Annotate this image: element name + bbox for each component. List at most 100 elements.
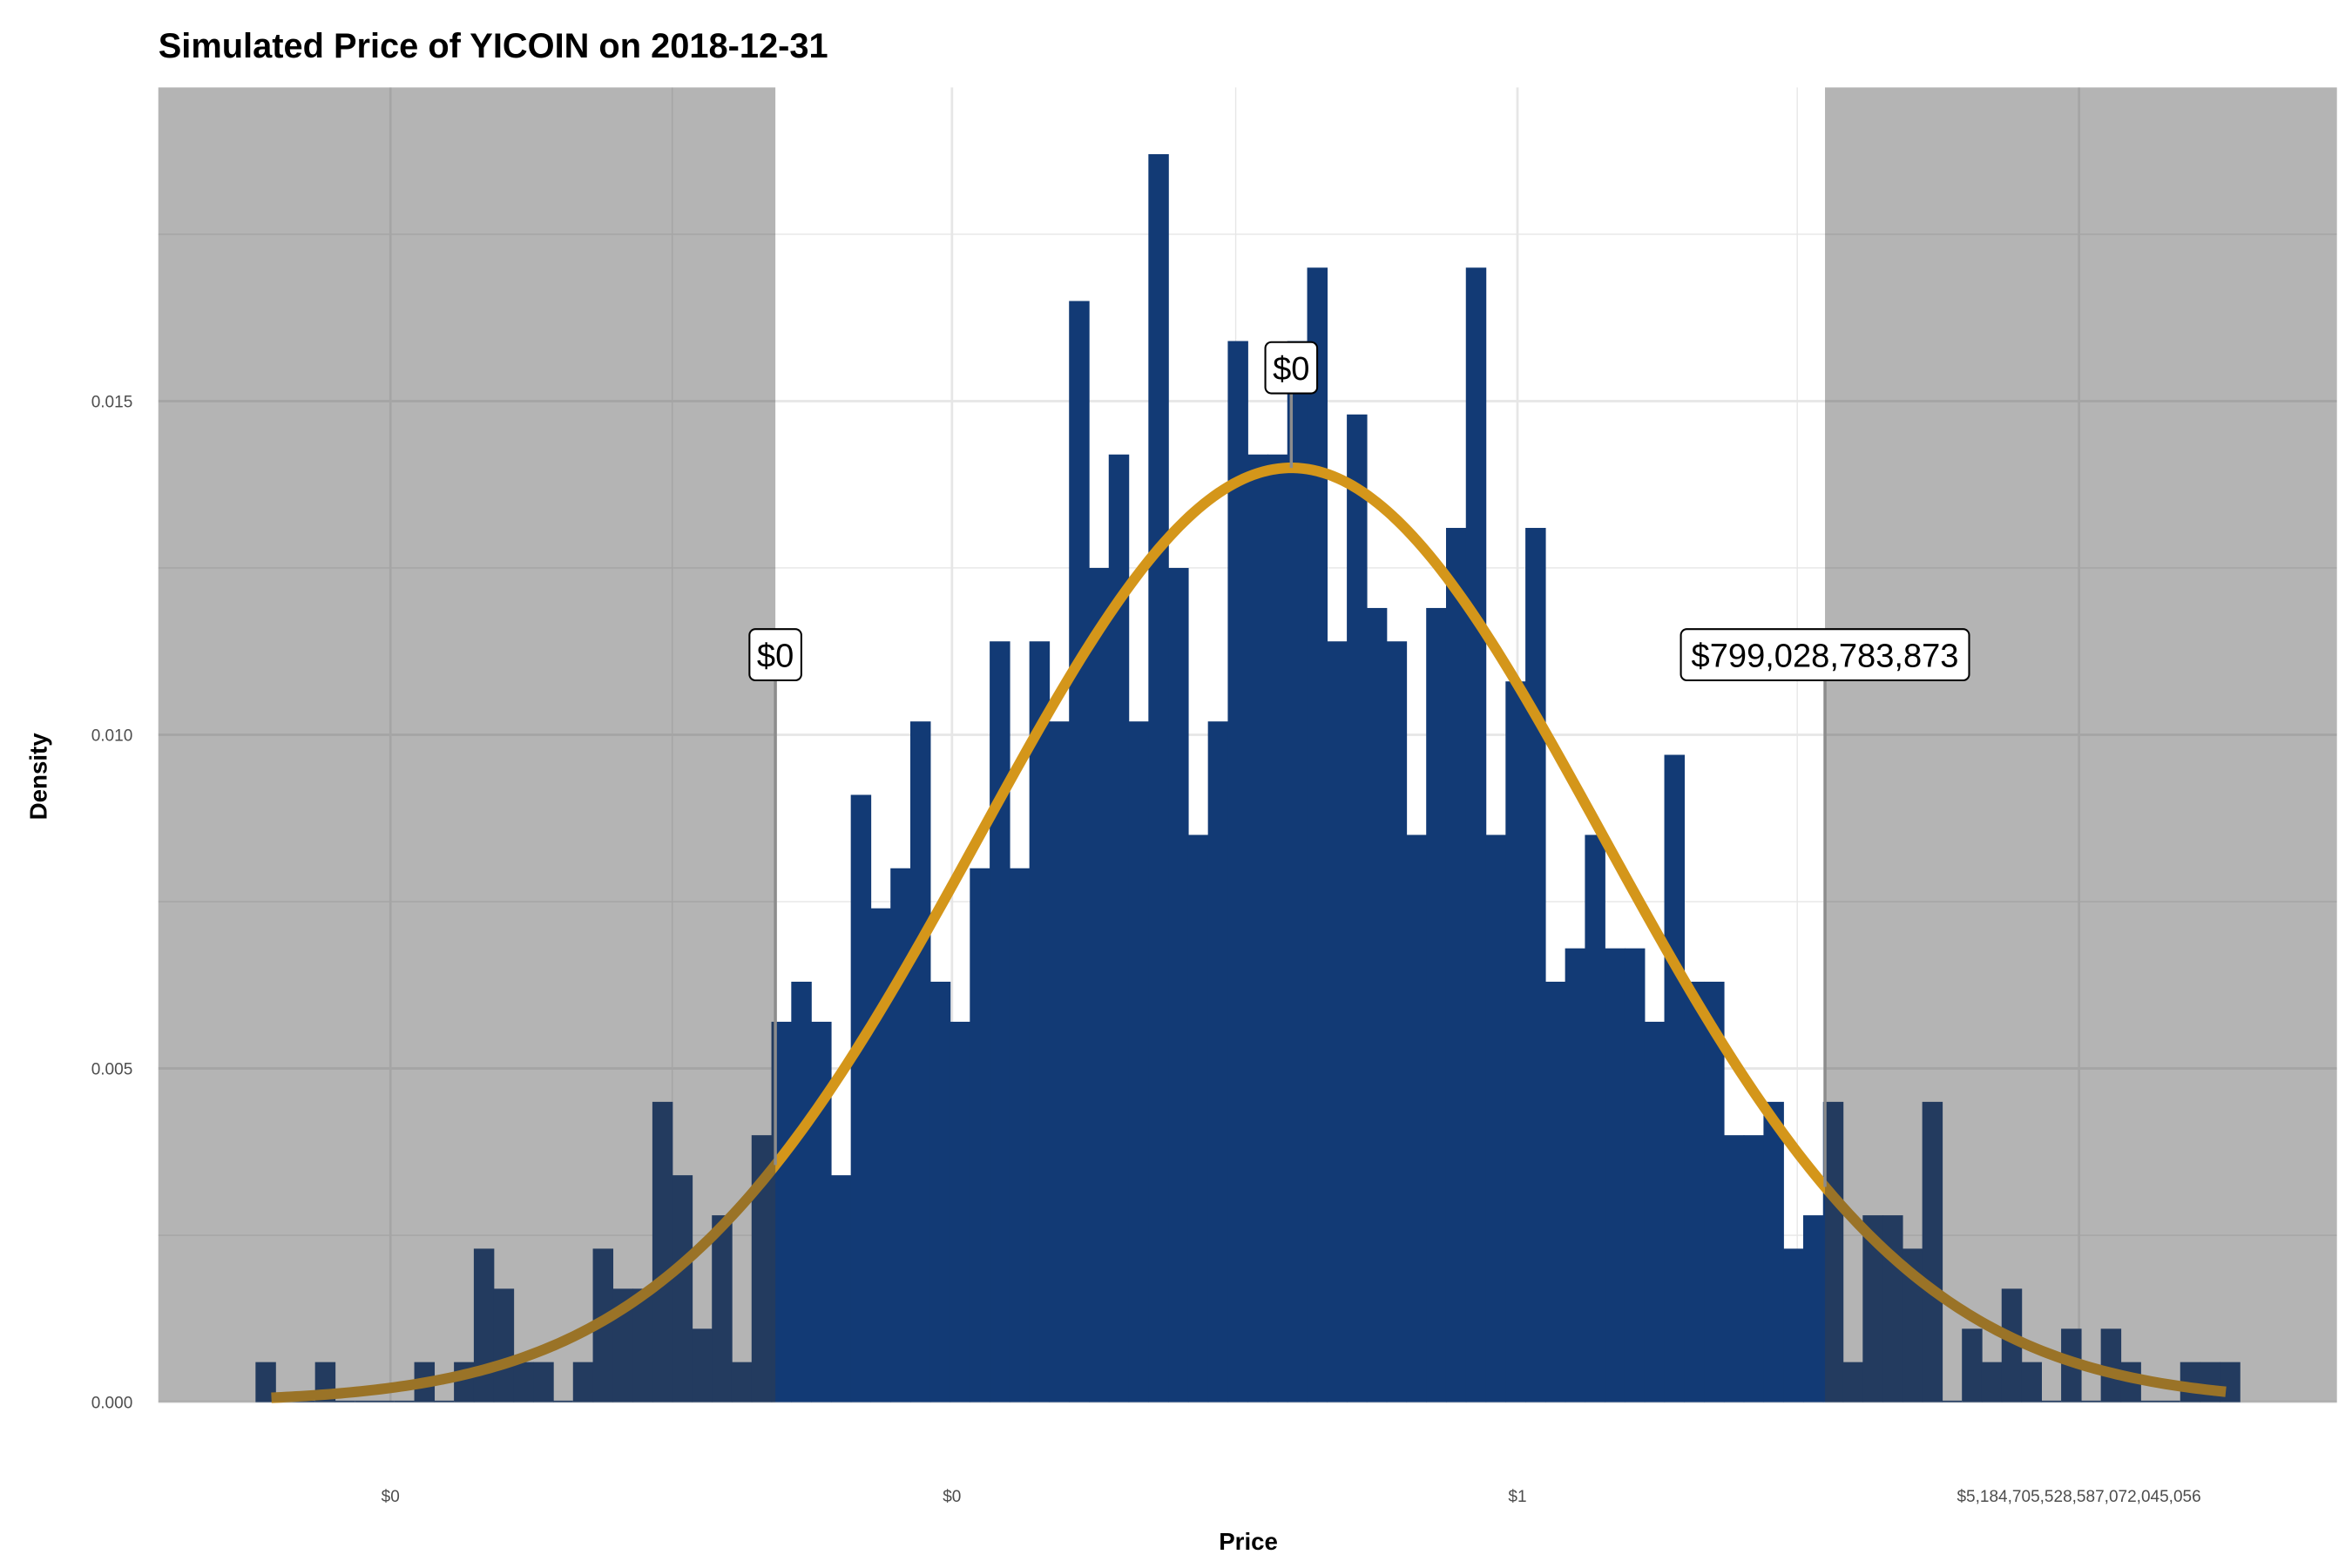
histogram-bar [1704, 981, 1725, 1402]
y-axis-ticks: 0.000 0.005 0.010 0.015 [91, 393, 133, 1412]
histogram-bar [493, 1288, 515, 1402]
histogram-bar [1029, 641, 1051, 1402]
histogram-bar [2100, 1328, 2122, 1402]
histogram-bar [990, 641, 1010, 1402]
histogram-bar [1465, 267, 1487, 1402]
annotation-text: $0 [1273, 351, 1309, 388]
histogram-bar [2140, 1400, 2160, 1402]
annotation-box [1264, 341, 1319, 395]
y-axis-label: Density [25, 733, 52, 821]
histogram-bar [1445, 528, 1467, 1402]
quantile-annotations: $0 $0 $799,028,783,873 [748, 341, 1970, 1187]
histogram-bar [553, 1400, 573, 1402]
histogram-bar [1783, 1248, 1804, 1402]
histogram-bar [909, 721, 931, 1402]
histogram-bar [712, 1215, 733, 1402]
histogram-bar [1624, 948, 1646, 1402]
histogram-bar [950, 1021, 971, 1402]
histogram-bar [2080, 1400, 2101, 1402]
right-tail-shade [1825, 87, 2337, 1402]
y-tick-label: 0.000 [91, 1395, 133, 1413]
histogram-bar [1505, 681, 1526, 1402]
histogram-bar [1287, 341, 1308, 1402]
normal-fit-curve [271, 463, 2227, 1403]
histogram-bar [1822, 1101, 1844, 1402]
x-tick-label: $1 [1508, 1488, 1526, 1506]
histogram-bar [1327, 641, 1348, 1402]
histogram-bar [294, 1400, 315, 1402]
histogram-bar [1942, 1400, 1963, 1402]
histogram-bar [890, 868, 911, 1402]
histogram-bar [751, 1135, 773, 1402]
histogram-bar [1743, 1135, 1765, 1402]
histogram-bar [1009, 868, 1031, 1402]
histogram-bar [1148, 153, 1169, 1402]
histogram-bar [1565, 948, 1586, 1402]
histogram-bar [1664, 754, 1686, 1402]
histogram-bar [513, 1362, 534, 1402]
histogram-bar [929, 981, 951, 1402]
histogram-bar [692, 1328, 713, 1402]
histogram-bar [1723, 1135, 1745, 1402]
histogram-bar [830, 1175, 852, 1402]
annotation-box [748, 628, 802, 682]
histogram-bar [1862, 1215, 1883, 1402]
histogram-bar [1049, 721, 1070, 1402]
histogram-bar [533, 1362, 554, 1402]
histogram-bar [2159, 1400, 2180, 1402]
histogram-bar [811, 1021, 832, 1402]
histogram-bar [1207, 721, 1229, 1402]
histogram-bar [870, 908, 891, 1402]
histogram-bar [970, 868, 990, 1402]
y-tick-label: 0.005 [91, 1060, 133, 1078]
histogram-bar [1525, 528, 1546, 1402]
histogram-bar [1386, 641, 1408, 1402]
y-tick-label: 0.015 [91, 393, 133, 411]
annotation-text: $799,028,783,873 [1692, 638, 1959, 674]
histogram-bar [1981, 1362, 2003, 1402]
histogram-bar [1227, 341, 1248, 1402]
histogram-bar [2041, 1400, 2062, 1402]
histogram-bar [2001, 1288, 2023, 1402]
histogram-bar [652, 1101, 673, 1402]
histogram-bar [1644, 1021, 1666, 1402]
histogram-bar [1902, 1248, 1923, 1402]
annotation-box [1680, 628, 1970, 682]
histogram-bar [672, 1175, 693, 1402]
annotation-label: $0 [748, 628, 802, 682]
x-tick-label: $0 [382, 1488, 400, 1506]
histogram-bar [1267, 454, 1288, 1402]
x-tick-label: $5,184,705,528,587,072,045,056 [1957, 1488, 2200, 1506]
histogram-bars [255, 153, 2240, 1402]
histogram-bar [1922, 1101, 1943, 1402]
histogram-bar [1605, 948, 1625, 1402]
histogram-bar [850, 794, 872, 1402]
histogram-bar [1168, 567, 1189, 1402]
histogram-bar [1307, 267, 1328, 1402]
histogram-bar [1247, 454, 1268, 1402]
histogram-bar [355, 1400, 375, 1402]
histogram-bar [1088, 567, 1110, 1402]
histogram-bar [1585, 835, 1605, 1402]
histogram-bar [1962, 1328, 1983, 1402]
chart-title: Simulated Price of YICOIN on 2018-12-31 [159, 27, 828, 65]
x-axis-label: Price [1219, 1528, 1278, 1555]
histogram-bar [1684, 981, 1705, 1402]
histogram-bar [791, 981, 812, 1402]
histogram-bar [255, 1362, 276, 1402]
left-tail-shade [158, 87, 776, 1402]
shaded-tail-regions [158, 87, 2337, 1402]
annotation-label: $0 [1264, 341, 1319, 395]
histogram-bar [731, 1362, 753, 1402]
histogram-bar [1366, 607, 1388, 1402]
annotation-text: $0 [757, 638, 794, 674]
y-tick-label: 0.010 [91, 727, 133, 745]
histogram-bar [375, 1400, 395, 1402]
histogram-bar [1108, 454, 1130, 1402]
histogram-bar [1426, 607, 1447, 1402]
histogram-bar [1802, 1215, 1824, 1402]
histogram-bar [1187, 835, 1209, 1402]
annotation-label: $799,028,783,873 [1680, 628, 1970, 682]
histogram-bar [1069, 301, 1090, 1402]
